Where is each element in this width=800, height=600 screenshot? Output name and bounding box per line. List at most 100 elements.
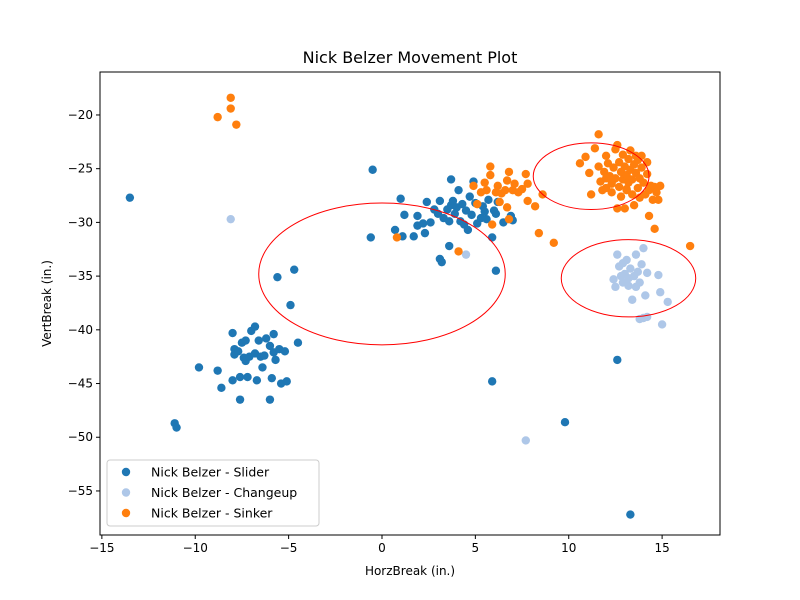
data-point bbox=[458, 199, 467, 209]
x-axis: −15 −10 −5 0 5 10 15 bbox=[89, 535, 670, 555]
data-point bbox=[267, 373, 277, 383]
data-point bbox=[644, 211, 654, 221]
data-point bbox=[273, 272, 282, 282]
data-point bbox=[641, 291, 650, 300]
legend-item: Nick Belzer - Slider bbox=[121, 465, 270, 480]
data-point bbox=[435, 196, 445, 206]
data-point bbox=[656, 181, 665, 191]
data-point bbox=[639, 243, 648, 253]
data-point bbox=[611, 282, 620, 292]
legend-item: Nick Belzer - Changeup bbox=[121, 485, 297, 500]
x-tick-label: 0 bbox=[378, 541, 386, 555]
x-axis-label: HorzBreak (in.) bbox=[365, 564, 455, 578]
data-point bbox=[286, 300, 295, 310]
y-tick-label: −20 bbox=[68, 108, 93, 122]
legend-item: Nick Belzer - Sinker bbox=[121, 506, 273, 521]
data-point bbox=[467, 210, 476, 220]
data-point bbox=[628, 295, 637, 304]
data-point bbox=[609, 175, 618, 184]
data-point bbox=[626, 264, 635, 273]
data-point bbox=[624, 281, 633, 290]
axes-frame bbox=[99, 71, 721, 536]
x-tick-label: −5 bbox=[280, 541, 298, 555]
data-point bbox=[390, 225, 400, 235]
data-point bbox=[586, 190, 596, 199]
data-point bbox=[473, 199, 482, 209]
data-point bbox=[521, 169, 530, 179]
chart-title: Nick Belzer Movement Plot bbox=[303, 48, 518, 67]
data-point bbox=[213, 112, 222, 122]
data-point bbox=[409, 232, 418, 241]
x-tick-label: 5 bbox=[472, 541, 480, 555]
data-point bbox=[609, 275, 618, 284]
data-point bbox=[626, 510, 635, 519]
y-tick-label: −35 bbox=[68, 269, 93, 283]
series-1 bbox=[226, 214, 672, 445]
data-point bbox=[654, 195, 663, 205]
data-point bbox=[637, 260, 646, 269]
data-point bbox=[232, 120, 241, 129]
data-point bbox=[241, 336, 250, 345]
data-point bbox=[461, 250, 471, 259]
data-point bbox=[650, 224, 659, 234]
data-point bbox=[420, 228, 430, 238]
ellipse-outline bbox=[258, 202, 506, 346]
data-point bbox=[482, 214, 491, 224]
data-point bbox=[482, 185, 491, 195]
data-point bbox=[487, 233, 497, 242]
data-point bbox=[614, 182, 624, 192]
data-point bbox=[495, 197, 504, 207]
data-point bbox=[501, 185, 510, 195]
data-point bbox=[493, 181, 502, 191]
data-point bbox=[642, 268, 652, 278]
data-point bbox=[618, 259, 628, 268]
data-point bbox=[465, 192, 474, 201]
data-point bbox=[523, 196, 532, 206]
data-point bbox=[560, 418, 570, 427]
data-point bbox=[633, 183, 643, 193]
data-point bbox=[628, 190, 637, 199]
data-point bbox=[639, 178, 648, 187]
data-point bbox=[271, 355, 280, 365]
legend-label: Nick Belzer - Slider bbox=[151, 465, 270, 480]
data-point bbox=[243, 372, 252, 382]
data-point bbox=[233, 347, 243, 356]
data-point bbox=[217, 383, 226, 393]
data-point bbox=[235, 372, 245, 382]
x-tick-label: 15 bbox=[654, 541, 669, 555]
data-point bbox=[629, 201, 639, 210]
data-point bbox=[491, 266, 501, 275]
data-point bbox=[426, 218, 435, 227]
data-point bbox=[366, 233, 375, 242]
data-point bbox=[290, 265, 299, 274]
data-point bbox=[685, 241, 695, 251]
data-point bbox=[250, 322, 260, 331]
data-point bbox=[631, 250, 641, 259]
data-point bbox=[228, 328, 237, 338]
data-point bbox=[517, 184, 527, 194]
data-point bbox=[521, 436, 530, 445]
data-point bbox=[368, 165, 377, 174]
data-point bbox=[609, 163, 618, 172]
legend-label: Nick Belzer - Changeup bbox=[151, 485, 297, 500]
data-point bbox=[502, 203, 512, 212]
legend-marker bbox=[121, 508, 131, 518]
y-tick-label: −25 bbox=[68, 162, 93, 176]
data-point bbox=[213, 366, 222, 375]
data-point bbox=[624, 274, 633, 283]
legend-marker bbox=[121, 467, 131, 477]
y-tick-label: −40 bbox=[68, 323, 93, 337]
data-point bbox=[656, 288, 665, 297]
data-point bbox=[486, 170, 495, 180]
data-point bbox=[486, 162, 495, 171]
data-point bbox=[446, 175, 456, 184]
data-point bbox=[504, 167, 514, 177]
legend: Nick Belzer - Slider Nick Belzer - Change… bbox=[106, 459, 320, 527]
data-point bbox=[663, 297, 672, 307]
plot-area bbox=[99, 71, 721, 536]
x-tick-label: −15 bbox=[89, 541, 114, 555]
data-point bbox=[437, 257, 446, 267]
data-point bbox=[480, 207, 489, 216]
data-point bbox=[445, 217, 454, 226]
